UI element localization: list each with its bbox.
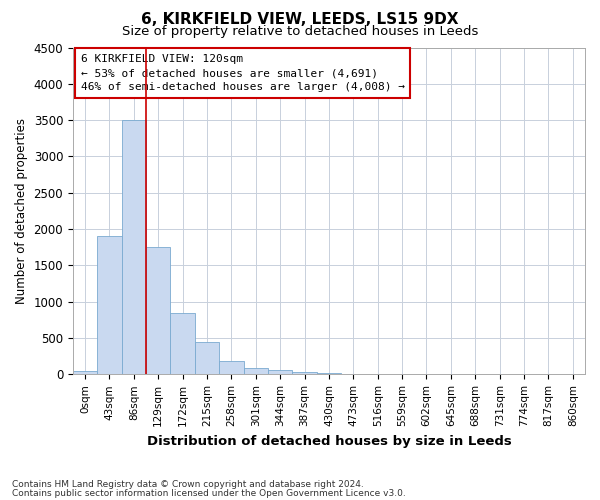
Bar — [244, 368, 268, 374]
Bar — [292, 372, 317, 374]
Bar — [73, 370, 97, 374]
Bar — [317, 373, 341, 374]
Text: 6 KIRKFIELD VIEW: 120sqm
← 53% of detached houses are smaller (4,691)
46% of sem: 6 KIRKFIELD VIEW: 120sqm ← 53% of detach… — [80, 54, 404, 92]
Text: Contains HM Land Registry data © Crown copyright and database right 2024.: Contains HM Land Registry data © Crown c… — [12, 480, 364, 489]
Bar — [268, 370, 292, 374]
Bar — [122, 120, 146, 374]
Bar — [170, 312, 195, 374]
Text: Contains public sector information licensed under the Open Government Licence v3: Contains public sector information licen… — [12, 489, 406, 498]
X-axis label: Distribution of detached houses by size in Leeds: Distribution of detached houses by size … — [146, 434, 511, 448]
Bar — [195, 342, 219, 374]
Text: 6, KIRKFIELD VIEW, LEEDS, LS15 9DX: 6, KIRKFIELD VIEW, LEEDS, LS15 9DX — [141, 12, 459, 28]
Bar — [97, 236, 122, 374]
Bar — [219, 361, 244, 374]
Bar — [146, 247, 170, 374]
Y-axis label: Number of detached properties: Number of detached properties — [15, 118, 28, 304]
Text: Size of property relative to detached houses in Leeds: Size of property relative to detached ho… — [122, 25, 478, 38]
